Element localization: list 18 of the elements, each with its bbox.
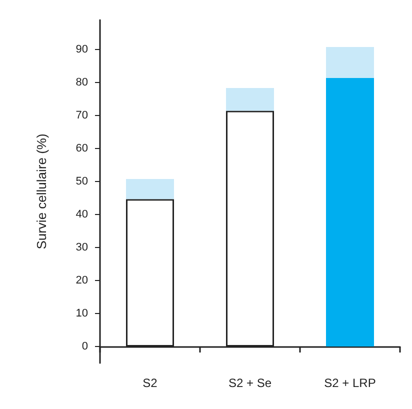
y-tick-label: 60 — [76, 142, 88, 155]
y-tick-label: 10 — [76, 308, 88, 320]
x-tick-label: S2 — [142, 376, 158, 390]
bar — [326, 47, 374, 78]
y-tick-label: 90 — [76, 44, 88, 56]
y-tick-label: 40 — [76, 208, 88, 221]
y-tick-label: 20 — [76, 274, 88, 287]
x-tick-label: S2 + Se — [228, 376, 272, 390]
x-tick-label: S2 + LRP — [324, 376, 376, 390]
bar — [326, 78, 374, 347]
y-tick-label: 0 — [82, 340, 88, 353]
y-tick-label: 70 — [76, 110, 88, 122]
bar — [226, 88, 274, 111]
y-axis-title: Survie cellulaire (%) — [34, 134, 49, 250]
y-tick-label: 30 — [76, 242, 88, 254]
y-tick-label: 80 — [76, 76, 88, 89]
y-tick-label: 50 — [76, 176, 88, 188]
bar — [126, 178, 174, 200]
